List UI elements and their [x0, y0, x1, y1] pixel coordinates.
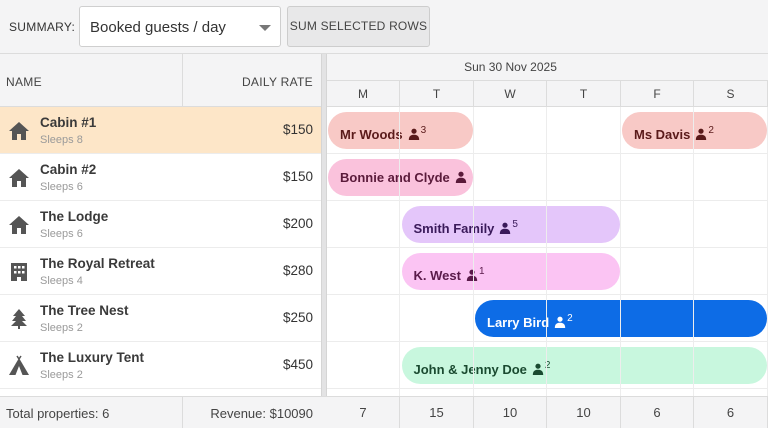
- timeline-date-header: Sun 30 Nov 2025: [464, 60, 557, 74]
- column-header-name[interactable]: NAME: [6, 75, 42, 89]
- resource-daily-rate: $150: [282, 122, 313, 137]
- table-row[interactable]: The Tree Nest Sleeps 2 $250: [0, 295, 768, 342]
- resource-name: The Royal Retreat: [40, 256, 155, 271]
- resource-name: Cabin #1: [40, 115, 97, 130]
- table-row[interactable]: The Royal Retreat Sleeps 4 $280: [0, 248, 768, 295]
- event-name: Ms Davis: [634, 127, 691, 142]
- event-name: Mr Woods: [340, 127, 403, 142]
- house-icon: [7, 119, 31, 143]
- summary-label: SUMMARY:: [9, 20, 76, 34]
- event-name: Smith Family: [413, 221, 495, 236]
- resource-name: The Tree Nest: [40, 303, 129, 318]
- daily-sum: 15: [400, 397, 474, 428]
- total-properties: Total properties: 6: [6, 406, 110, 421]
- building-icon: [7, 260, 31, 284]
- guest-icon: [466, 269, 478, 281]
- event-name: Larry Bird: [487, 315, 550, 330]
- resource-cell[interactable]: The Lodge Sleeps 6 $200: [0, 201, 321, 247]
- table-row[interactable]: Cabin #1 Sleeps 8 $150: [0, 107, 768, 154]
- resource-daily-rate: $450: [282, 357, 313, 372]
- booking-event[interactable]: Ms Davis 2: [622, 112, 767, 149]
- house-icon: [7, 213, 31, 237]
- event-name: John & Jenny Doe: [413, 362, 527, 377]
- resource-daily-rate: $150: [282, 169, 313, 184]
- guest-icon: [532, 363, 544, 375]
- resource-daily-rate: $250: [282, 310, 313, 325]
- daily-sum: 10: [474, 397, 547, 428]
- resource-capacity: Sleeps 6: [40, 228, 83, 240]
- booking-event[interactable]: Mr Woods 3: [328, 112, 473, 149]
- tree-icon: [7, 307, 31, 331]
- chevron-down-icon: [259, 25, 271, 31]
- daily-sum: 7: [327, 397, 400, 428]
- table-row[interactable]: Cabin #2 Sleeps 6 $150: [0, 154, 768, 201]
- summary-select[interactable]: Booked guests / day: [79, 6, 281, 47]
- resource-capacity: Sleeps 2: [40, 369, 83, 381]
- event-name: K. West: [413, 268, 461, 283]
- daily-sum: 6: [694, 397, 768, 428]
- resource-daily-rate: $200: [282, 216, 313, 231]
- summary-select-value: Booked guests / day: [90, 19, 226, 36]
- booking-event[interactable]: Larry Bird 2: [475, 300, 767, 337]
- resource-cell[interactable]: The Tree Nest Sleeps 2 $250: [0, 295, 321, 341]
- timeline-grid-line: [399, 107, 400, 396]
- timeline-day-header: M: [327, 81, 400, 108]
- column-header-daily-rate[interactable]: DAILY RATE: [241, 75, 313, 89]
- resource-capacity: Sleeps 2: [40, 322, 83, 334]
- event-guest-count: 3: [420, 125, 427, 136]
- timeline-day-header: W: [474, 81, 547, 108]
- booking-event[interactable]: Smith Family 5: [401, 206, 620, 243]
- event-guest-count: 2: [567, 313, 573, 324]
- sum-selected-rows-button[interactable]: SUM SELECTED ROWS: [287, 6, 430, 47]
- daily-sum: 10: [547, 397, 621, 428]
- resource-cell[interactable]: Cabin #1 Sleeps 8 $150: [0, 107, 321, 153]
- event-guest-count: 2: [544, 360, 551, 371]
- booking-event[interactable]: K. West 1: [401, 253, 620, 290]
- splitter[interactable]: [321, 54, 327, 428]
- resource-capacity: Sleeps 4: [40, 275, 83, 287]
- guest-icon: [455, 171, 466, 183]
- grid-header: NAME DAILY RATE: [0, 54, 321, 107]
- booking-event[interactable]: John & Jenny Doe 2: [401, 347, 767, 384]
- summary-footer: Total properties: 6 Revenue: $10090 7 15 1…: [0, 396, 768, 428]
- event-name: Bonnie and Clyde: [340, 170, 450, 185]
- event-guest-count: 1: [478, 266, 485, 277]
- daily-sum: 6: [621, 397, 694, 428]
- total-revenue: Revenue: $10090: [210, 406, 313, 421]
- resource-daily-rate: $280: [282, 263, 313, 278]
- table-row[interactable]: The Lodge Sleeps 6 $200: [0, 201, 768, 248]
- resource-name: Cabin #2: [40, 162, 97, 177]
- resource-name: The Luxury Tent: [40, 350, 145, 365]
- tent-icon: [7, 354, 31, 378]
- timeline-grid-line: [473, 107, 474, 396]
- timeline-grid-line: [546, 107, 547, 396]
- toolbar: SUMMARY: Booked guests / day SUM SELECTE…: [0, 0, 768, 54]
- event-guest-count: 5: [512, 219, 518, 230]
- timeline-day-header: F: [621, 81, 694, 108]
- timeline-day-header: S: [694, 81, 768, 108]
- guest-icon: [500, 222, 511, 234]
- timeline-day-header: T: [547, 81, 621, 108]
- timeline-day-header: T: [400, 81, 474, 108]
- house-icon: [7, 166, 31, 190]
- guest-icon: [696, 128, 707, 140]
- timeline-grid-line: [620, 107, 621, 396]
- resource-cell[interactable]: The Royal Retreat Sleeps 4 $280: [0, 248, 321, 294]
- resource-cell[interactable]: The Luxury Tent Sleeps 2 $450: [0, 342, 321, 388]
- timeline-grid-line: [693, 107, 694, 396]
- footer-divider: [182, 397, 183, 428]
- guest-icon: [554, 316, 566, 328]
- resource-capacity: Sleeps 6: [40, 181, 83, 193]
- guest-icon: [408, 128, 419, 140]
- resource-capacity: Sleeps 8: [40, 134, 83, 146]
- event-guest-count: 2: [708, 125, 714, 136]
- table-row[interactable]: The Luxury Tent Sleeps 2 $450: [0, 342, 768, 389]
- column-divider: [182, 54, 183, 107]
- resource-cell[interactable]: Cabin #2 Sleeps 6 $150: [0, 154, 321, 200]
- resource-name: The Lodge: [40, 209, 109, 224]
- booking-event[interactable]: Bonnie and Clyde: [328, 159, 473, 196]
